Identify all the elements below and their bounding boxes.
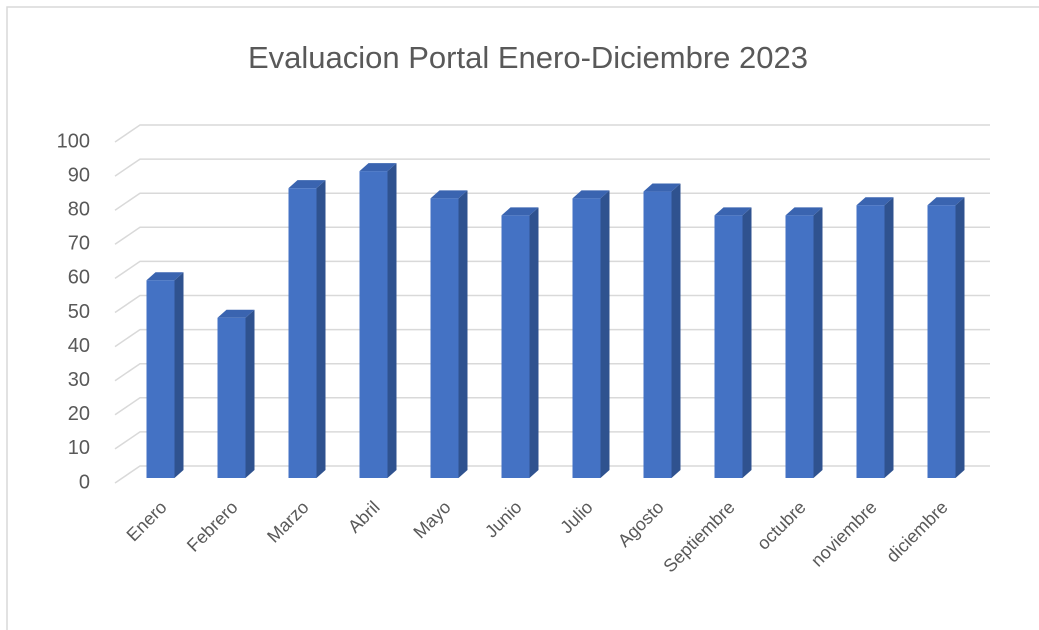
- bar: [146, 280, 175, 478]
- bar: [430, 198, 459, 478]
- grid-line: [114, 397, 990, 416]
- y-tick-label: 0: [79, 471, 90, 493]
- bar-side: [813, 207, 823, 478]
- bar-side: [884, 197, 894, 478]
- bar: [714, 215, 743, 478]
- grid-line: [114, 260, 990, 280]
- grid-line: [114, 124, 990, 143]
- bar-top: [501, 207, 539, 216]
- bar-top: [572, 190, 610, 199]
- bar-side: [955, 197, 965, 478]
- y-tick-label: 100: [57, 130, 90, 152]
- bar-top: [643, 183, 681, 192]
- y-tick-label: 60: [68, 267, 90, 289]
- y-tick-label: 40: [68, 335, 90, 357]
- bar-side: [458, 190, 468, 478]
- y-tick-label: 70: [68, 233, 90, 255]
- grid-line: [114, 226, 990, 245]
- grid-line: [114, 362, 990, 382]
- bar: [927, 205, 956, 478]
- bar-side: [600, 190, 610, 478]
- bar-top: [288, 180, 326, 189]
- bar-top: [856, 197, 894, 206]
- grid-line: [114, 192, 990, 211]
- y-tick-label: 30: [68, 369, 90, 391]
- bar-top: [146, 272, 184, 281]
- grid-line: [114, 465, 990, 484]
- bar-side: [387, 163, 397, 478]
- chart-title: Evaluacion Portal Enero-Diciembre 2023: [248, 40, 808, 75]
- bar-top: [785, 207, 823, 216]
- bar-top: [217, 309, 255, 318]
- bar-top: [714, 207, 752, 216]
- bar: [288, 188, 317, 478]
- bar: [785, 215, 814, 478]
- bar-side: [671, 183, 681, 478]
- bar-top: [359, 163, 397, 172]
- bar-side: [174, 272, 184, 478]
- grid-line: [114, 328, 990, 348]
- bar: [359, 171, 388, 478]
- y-tick-label: 50: [68, 301, 90, 323]
- grid-line: [114, 431, 990, 450]
- y-tick-label: 10: [68, 437, 90, 459]
- bar-top: [430, 190, 468, 199]
- bar-side: [529, 207, 539, 478]
- bar-side: [742, 207, 752, 478]
- y-tick-label: 80: [68, 198, 90, 220]
- y-tick-label: 90: [68, 164, 90, 186]
- bar-side: [316, 180, 326, 478]
- bar: [217, 317, 246, 478]
- bar: [643, 191, 672, 478]
- grid-line: [114, 158, 990, 177]
- bar: [572, 198, 601, 478]
- bar: [856, 205, 885, 478]
- y-tick-label: 20: [68, 403, 90, 425]
- bar-side: [245, 309, 255, 478]
- bar: [501, 215, 530, 478]
- bar-top: [927, 197, 965, 206]
- grid-line: [114, 294, 990, 314]
